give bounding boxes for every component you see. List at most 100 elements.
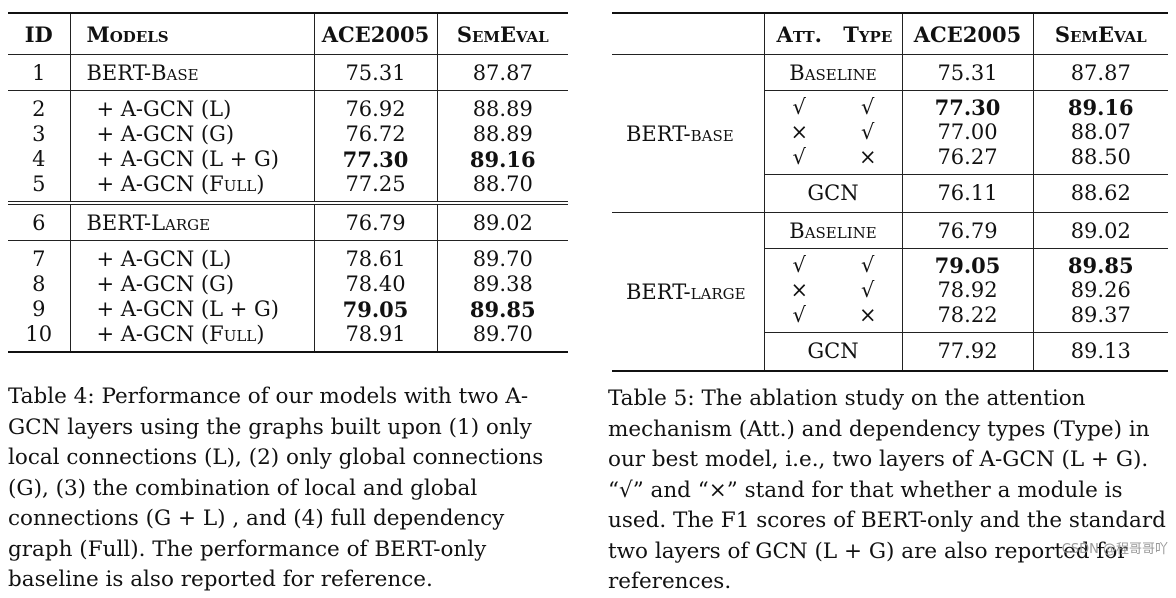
table-row: 9 + A-GCN (L + G) 79.05 89.85 [8,297,568,322]
row-sem: 89.85 [1032,248,1168,278]
table-row: × √ 78.92 89.26 [612,278,1168,303]
row-ace: 79.05 [901,248,1033,278]
row-sem: 89.85 [436,297,568,322]
table-header-row: ID Models ACE2005 SemEval [8,13,568,55]
row-sem: 88.89 [436,122,568,147]
table-row: √ √ 79.05 89.85 [612,248,1168,278]
gcn-row: GCN 76.11 88.62 [612,174,1168,213]
row-ace: 76.79 [901,212,1033,249]
att-mark: √ [763,90,834,120]
type-mark: √ [861,278,875,302]
row-ace: 78.92 [901,278,1033,303]
baseline-label: Baseline [763,54,902,91]
row-sem: 88.70 [436,172,568,203]
col-header-ace2005: ACE2005 [313,13,437,55]
row-sem: 88.50 [1032,145,1168,175]
table-row: 4 + A-GCN (L + G) 77.30 89.16 [8,147,568,172]
row-ace: 77.30 [901,90,1033,120]
row-ace: 78.40 [313,272,437,297]
col-header-id: ID [8,13,70,55]
row-ace: 76.92 [313,90,437,122]
type-mark: √ [834,248,902,278]
col-header-att: Att. [763,13,834,55]
att-mark: √ [763,145,834,175]
col-header-type: Type [834,13,902,55]
baseline-row: BERT-base Baseline 75.31 87.87 [612,54,1168,146]
gcn-label: GCN [763,332,902,371]
type-mark: √ [834,90,902,120]
type-mark: × [858,303,877,327]
row-sem: 89.70 [436,322,568,352]
table-row: 10 + A-GCN (Full) 78.91 89.70 [8,322,568,352]
row-id: 4 [32,147,46,171]
row-ace: 77.30 [313,147,437,172]
table-row: 3 + A-GCN (G) 76.72 88.89 [8,122,568,147]
table-row: 1 BERT-Base 75.31 87.87 [8,54,568,91]
att-mark: × [763,120,834,145]
row-model: + A-GCN (Full) [69,172,314,203]
col-header-semeval: SemEval [436,13,568,55]
row-id: 9 [32,297,46,321]
row-model: + A-GCN (L) [69,90,314,122]
table-4-caption: Table 4: Performance of our models with … [8,384,544,592]
row-id: 6 [8,201,70,241]
row-sem: 89.37 [1032,303,1168,333]
row-model: + A-GCN (G) [69,122,314,147]
row-id: 7 [8,240,70,272]
row-ace: 76.79 [313,201,437,241]
row-sem: 89.16 [436,147,568,172]
table-row: √ × 76.27 88.50 [612,145,1168,175]
row-id: 2 [8,90,70,122]
row-model: BERT-Large [69,201,314,241]
row-id: 10 [25,322,53,346]
row-sem: 89.16 [1032,90,1168,120]
row-model: + A-GCN (Full) [69,322,314,352]
col-header-models: Models [69,13,314,55]
row-sem: 89.13 [1032,332,1168,371]
gcn-row: GCN 77.92 89.13 [612,332,1168,371]
row-sem: 89.02 [1032,212,1168,249]
row-ace: 77.92 [901,332,1033,371]
table-header-row: Att. Type ACE2005 SemEval [612,13,1168,55]
table-row: × √ 77.00 88.07 [612,120,1168,145]
row-model: + A-GCN (L + G) [69,297,314,322]
table-row: 6 BERT-Large 76.79 89.02 [8,201,568,241]
table-4: ID Models ACE2005 SemEval 1 BERT-Base 75… [8,12,568,353]
row-sem: 89.26 [1032,278,1168,303]
table-5: Att. Type ACE2005 SemEval BERT-base Base… [612,12,1168,372]
row-id: 3 [32,122,46,146]
table-row: 2 + A-GCN (L) 76.92 88.89 [8,90,568,122]
row-ace: 76.11 [901,174,1033,213]
row-sem: 89.38 [436,272,568,297]
group-label-bert-base: BERT-base [626,122,734,146]
row-ace: 78.61 [313,240,437,272]
att-mark: √ [763,303,834,333]
row-model: + A-GCN (L + G) [69,147,314,172]
table-row: √ √ 77.30 89.16 [612,90,1168,120]
row-id: 8 [32,272,46,296]
row-model: BERT-Base [69,54,314,91]
row-ace: 76.72 [313,122,437,147]
att-mark: × [763,278,834,303]
row-model: + A-GCN (G) [69,272,314,297]
row-ace: 78.22 [901,303,1033,333]
row-model: + A-GCN (L) [69,240,314,272]
table-row: √ × 78.22 89.37 [612,303,1168,333]
att-mark: √ [763,248,834,278]
row-ace: 77.25 [313,172,437,203]
gcn-label: GCN [763,174,902,213]
table-row: 8 + A-GCN (G) 78.40 89.38 [8,272,568,297]
row-id: 1 [32,61,46,85]
type-mark: × [858,145,877,169]
table-row: 5 + A-GCN (Full) 77.25 88.70 [8,172,568,203]
row-ace: 75.31 [901,54,1033,91]
col-header-semeval: SemEval [1032,13,1168,55]
row-sem: 89.02 [436,201,568,241]
baseline-row: BERT-large Baseline 76.79 89.02 [612,212,1168,371]
watermark: CSDN @程哥哥吖 [1061,542,1168,557]
row-ace: 78.91 [313,322,437,352]
baseline-label: Baseline [763,212,902,249]
row-sem: 88.62 [1032,174,1168,213]
row-id: 5 [32,172,46,196]
col-header-ace2005: ACE2005 [901,13,1033,55]
